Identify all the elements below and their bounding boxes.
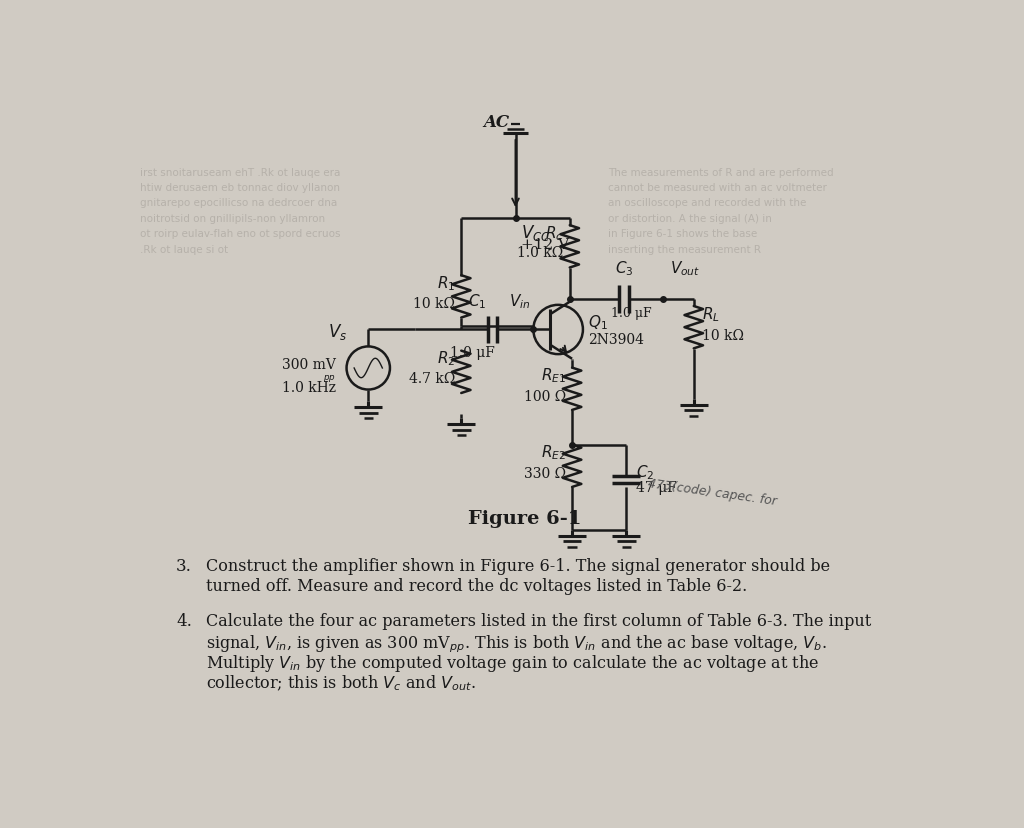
Text: in Figure 6-1 shows the base: in Figure 6-1 shows the base [608, 229, 758, 239]
Text: signal, $V_{in}$, is given as 300 mV$_{pp}$. This is both $V_{in}$ and the ac ba: signal, $V_{in}$, is given as 300 mV$_{p… [206, 633, 826, 654]
Text: $V_{out}$: $V_{out}$ [671, 259, 700, 277]
Text: htiw derusaem eb tonnac diov yllanon: htiw derusaem eb tonnac diov yllanon [139, 183, 340, 193]
Text: 4.7 kΩ: 4.7 kΩ [409, 372, 455, 386]
Text: $R_2$: $R_2$ [437, 349, 455, 368]
Text: $V_s$: $V_s$ [328, 321, 347, 342]
Text: 3.: 3. [176, 558, 191, 575]
Text: or distortion. A the signal (A) in: or distortion. A the signal (A) in [608, 214, 772, 224]
Text: Construct the amplifier shown in Figure 6-1. The signal generator should be: Construct the amplifier shown in Figure … [206, 558, 829, 575]
Text: inserting the measurement R: inserting the measurement R [608, 244, 762, 254]
Text: 473(code) capec. for: 473(code) capec. for [647, 476, 778, 507]
Text: 1.0 μF: 1.0 μF [451, 345, 496, 359]
Text: $R_1$: $R_1$ [436, 274, 455, 292]
Text: The measurements of R and are performed: The measurements of R and are performed [608, 167, 835, 177]
Text: 1.0 kHz: 1.0 kHz [282, 381, 336, 395]
Text: Figure 6-1: Figure 6-1 [468, 509, 582, 527]
Text: $V_{in}$: $V_{in}$ [509, 292, 530, 310]
Text: AC: AC [483, 114, 509, 131]
Text: $_{pp}$: $_{pp}$ [323, 371, 336, 384]
Text: 47 μF: 47 μF [636, 481, 677, 495]
Text: Multiply $V_{in}$ by the computed voltage gain to calculate the ac voltage at th: Multiply $V_{in}$ by the computed voltag… [206, 652, 818, 673]
Text: 1.0 kΩ: 1.0 kΩ [517, 246, 563, 260]
Text: $C_1$: $C_1$ [468, 292, 486, 310]
Text: $R_c$: $R_c$ [545, 224, 563, 243]
Text: an oscilloscope and recorded with the: an oscilloscope and recorded with the [608, 198, 807, 208]
Text: $V_{CC}$: $V_{CC}$ [521, 223, 551, 243]
Text: Calculate the four ac parameters listed in the first column of Table 6-3. The in: Calculate the four ac parameters listed … [206, 613, 870, 629]
Text: +12 V: +12 V [521, 238, 569, 252]
Text: $R_L$: $R_L$ [701, 305, 720, 323]
Text: $R_{E1}$: $R_{E1}$ [541, 366, 566, 385]
Text: gnitarepo epocillicso na dedrcoer dna: gnitarepo epocillicso na dedrcoer dna [139, 198, 337, 208]
Text: $R_{E2}$: $R_{E2}$ [541, 443, 566, 462]
Text: 330 Ω: 330 Ω [523, 467, 566, 481]
Text: $C_2$: $C_2$ [636, 463, 654, 482]
Text: 100 Ω: 100 Ω [523, 390, 566, 404]
Text: 10 kΩ: 10 kΩ [413, 296, 455, 310]
Text: collector; this is both $V_c$ and $V_{out}$.: collector; this is both $V_c$ and $V_{ou… [206, 672, 475, 691]
Text: $Q_1$: $Q_1$ [588, 313, 607, 332]
Text: 10 kΩ: 10 kΩ [701, 329, 743, 343]
Text: noitrotsid on gnillipils-non yllamron: noitrotsid on gnillipils-non yllamron [139, 214, 325, 224]
Text: turned off. Measure and record the dc voltages listed in Table 6-2.: turned off. Measure and record the dc vo… [206, 578, 746, 595]
Text: $C_3$: $C_3$ [614, 259, 633, 277]
Text: .Rk ot lauqe si ot: .Rk ot lauqe si ot [139, 244, 227, 254]
Text: 4.: 4. [176, 613, 191, 629]
Text: ot roirp eulav-flah eno ot spord ecruos: ot roirp eulav-flah eno ot spord ecruos [139, 229, 340, 239]
Text: 1.0 μF: 1.0 μF [611, 307, 652, 320]
Text: 2N3904: 2N3904 [588, 332, 643, 346]
Text: cannot be measured with an ac voltmeter: cannot be measured with an ac voltmeter [608, 183, 827, 193]
Text: 300 mV: 300 mV [282, 358, 336, 372]
Text: irst snoitaruseam ehT .Rk ot lauqe era: irst snoitaruseam ehT .Rk ot lauqe era [139, 167, 340, 177]
